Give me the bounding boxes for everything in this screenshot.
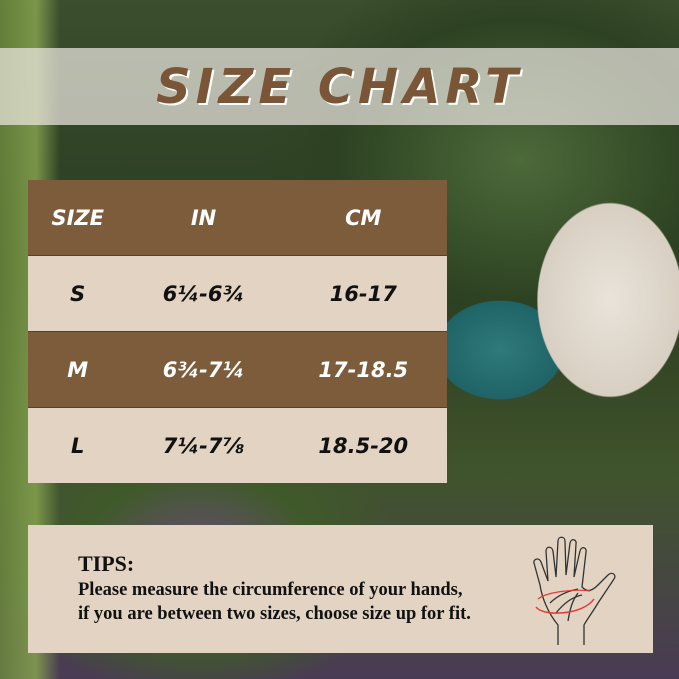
size-cell: S: [28, 255, 128, 332]
title-banner: SIZE CHART: [0, 48, 679, 125]
tips-line-2: if you are between two sizes, choose siz…: [78, 604, 471, 624]
header-cm: CM: [279, 180, 447, 256]
table-header-row: SIZE IN CM: [28, 180, 447, 256]
cm-cell: 17-18.5: [279, 331, 447, 408]
header-in: IN: [127, 180, 280, 256]
tips-heading: TIPS:: [78, 551, 135, 576]
size-cell: M: [28, 331, 128, 408]
tips-line-1: Please measure the circumference of your…: [78, 580, 463, 600]
table-row: S 6¼-6¾ 16-17: [28, 255, 447, 332]
cm-cell: 16-17: [279, 255, 447, 332]
inch-cell: 7¼-7⅞: [127, 407, 280, 483]
size-table: SIZE IN CM S 6¼-6¾ 16-17 M 6¾-7¼ 17-18.5…: [28, 180, 447, 483]
inch-cell: 6¾-7¼: [127, 331, 280, 408]
page-title: SIZE CHART: [156, 58, 523, 115]
tips-box: TIPS: Please measure the circumference o…: [28, 525, 653, 653]
table-row: M 6¾-7¼ 17-18.5: [28, 331, 447, 408]
inch-cell: 6¼-6¾: [127, 255, 280, 332]
table-row: L 7¼-7⅞ 18.5-20: [28, 407, 447, 483]
cm-cell: 18.5-20: [279, 407, 447, 483]
tips-text: Please measure the circumference of your…: [78, 578, 471, 626]
size-cell: L: [28, 407, 128, 483]
hand-measure-icon: [533, 536, 616, 645]
header-size: SIZE: [28, 180, 128, 256]
